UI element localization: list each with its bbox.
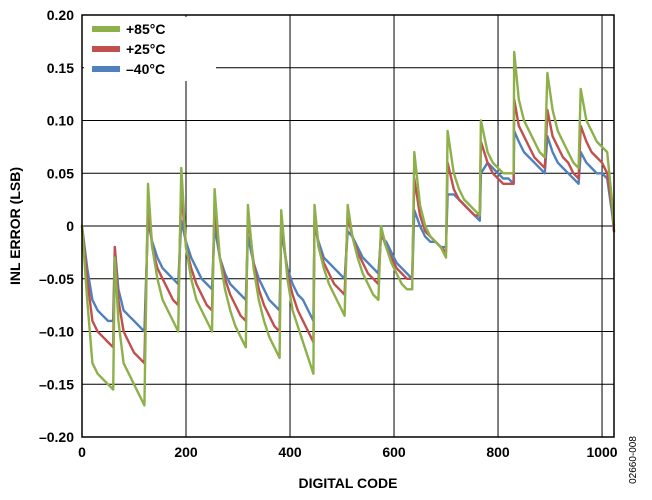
legend: +85°C +25°C –40°C: [84, 17, 216, 81]
y-tick-label: 0.15: [47, 60, 74, 76]
plot-frame: [81, 14, 615, 438]
x-tick-label: 1000: [586, 444, 617, 460]
y-tick-label: –0.20: [39, 429, 74, 445]
figure-id: 02660-008: [628, 436, 639, 484]
y-tick-label: 0.10: [47, 113, 74, 129]
y-tick-label: –0.10: [39, 324, 74, 340]
tick-labels: 0 200 400 600 800 1000 –0.20 –0.15 –0.10 –0.05 0 0.…: [39, 7, 618, 460]
x-tick-label: 800: [486, 444, 510, 460]
x-axis-title: DIGITAL CODE: [298, 475, 397, 491]
x-tick-label: 600: [382, 444, 406, 460]
x-tick-label: 400: [278, 444, 302, 460]
legend-label: +85°C: [126, 21, 165, 37]
legend-label: –40°C: [126, 61, 165, 77]
x-tick-label: 0: [78, 444, 86, 460]
x-tick-label: 200: [174, 444, 198, 460]
y-tick-label: –0.05: [39, 271, 74, 287]
y-axis-title: INL ERROR (LSB): [7, 167, 23, 285]
y-tick-label: –0.15: [39, 376, 74, 392]
legend-label: +25°C: [126, 41, 165, 57]
y-tick-label: 0.05: [47, 165, 74, 181]
series-layer: [80, 50, 616, 407]
series-line: [80, 50, 616, 407]
y-tick-label: 0.20: [47, 7, 74, 23]
y-tick-label: 0: [66, 218, 74, 234]
